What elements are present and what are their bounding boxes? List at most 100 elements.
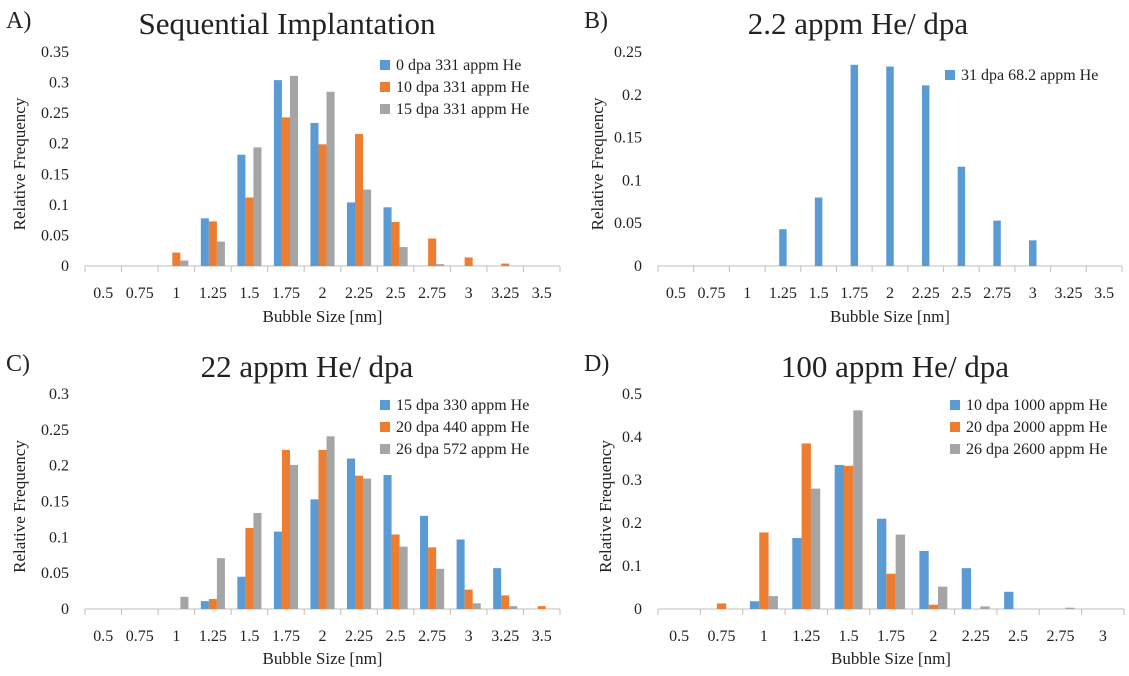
- x-tick-label: 0.75: [126, 628, 154, 645]
- bar: [464, 589, 473, 609]
- y-tick-label: 0.3: [49, 75, 69, 92]
- x-axis-label: Bubble Size [nm]: [263, 649, 383, 668]
- chart-2: B) 2.2 appm He/ dpa 0 0.05 0.1 0.15 0.2 0.25 0.5…: [584, 6, 1123, 326]
- legend-entry: 10 dpa 1000 appm He: [966, 397, 1107, 414]
- y-tick-label: 0.5: [622, 386, 642, 403]
- bar: [399, 546, 408, 609]
- bar: [383, 474, 392, 609]
- bar: [318, 144, 327, 266]
- y-tick-label: 0.15: [41, 494, 69, 511]
- y-axis-label: Relative Frequency: [10, 440, 29, 573]
- bar: [1004, 591, 1014, 609]
- y-tick-label: 0.2: [622, 87, 642, 104]
- bar: [273, 80, 282, 266]
- y-tick-label: 0: [634, 601, 642, 618]
- legend-swatch: [950, 444, 960, 454]
- bar: [886, 573, 896, 609]
- bar: [919, 550, 929, 609]
- legend-entry: 31 dpa 68.2 appm He: [961, 67, 1098, 84]
- x-tick-label: 3.25: [1054, 285, 1082, 302]
- bar: [436, 264, 445, 266]
- bar: [208, 221, 217, 266]
- bar: [493, 568, 502, 609]
- legend-entry: 10 dpa 331 appm He: [396, 79, 529, 96]
- bar: [318, 449, 327, 609]
- x-tick-label: 2.75: [983, 285, 1011, 302]
- bar: [886, 66, 894, 266]
- y-tick-label: 0.05: [41, 565, 69, 582]
- bar: [768, 596, 778, 609]
- legend-entry: 15 dpa 330 appm He: [396, 397, 529, 414]
- bar: [363, 189, 372, 266]
- x-axis-label: Bubble Size [nm]: [831, 649, 951, 668]
- x-tick-label: 1: [760, 628, 768, 645]
- bar: [245, 197, 254, 266]
- bar: [355, 133, 364, 266]
- bar: [208, 598, 217, 609]
- x-tick-label: 0.5: [669, 628, 689, 645]
- x-tick-label: 3.25: [491, 285, 519, 302]
- panel-letter: C): [6, 351, 30, 377]
- y-tick-label: 0.1: [622, 172, 642, 189]
- bar: [310, 122, 319, 266]
- bar: [326, 91, 335, 266]
- x-axis-label: Bubble Size [nm]: [263, 307, 383, 326]
- x-tick-label: 3.5: [1094, 285, 1114, 302]
- panel-letter: A): [6, 8, 31, 34]
- chart-title: 22 appm He/ dpa: [201, 349, 414, 384]
- x-tick-label: 2.5: [386, 628, 406, 645]
- legend-entry: 15 dpa 331 appm He: [396, 101, 529, 118]
- y-tick-label: 0: [61, 601, 69, 618]
- y-tick-label: 0.1: [622, 558, 642, 575]
- x-tick-label: 2.25: [912, 285, 940, 302]
- x-tick-label: 1.5: [809, 285, 829, 302]
- bar: [428, 547, 437, 609]
- chart-3: C) 22 appm He/ dpa 0 0.05 0.1 0.15 0.2 0.25 0.3 0…: [6, 349, 561, 668]
- bar: [749, 601, 760, 609]
- bar: [253, 147, 262, 266]
- bar: [289, 75, 299, 267]
- x-tick-label: 3: [1029, 285, 1037, 302]
- legend-entry: 20 dpa 2000 appm He: [966, 419, 1107, 436]
- legend-swatch: [950, 422, 960, 432]
- x-tick-label: 3.25: [491, 628, 519, 645]
- x-tick-label: 1.5: [239, 285, 259, 302]
- x-tick-label: 2.5: [386, 285, 406, 302]
- bar: [180, 596, 189, 609]
- y-tick-label: 0.3: [622, 472, 642, 489]
- bar: [938, 586, 948, 609]
- x-tick-label: 1.25: [792, 628, 820, 645]
- x-tick-label: 1: [172, 628, 180, 645]
- x-tick-label: 3: [465, 628, 473, 645]
- legend-swatch: [380, 422, 390, 432]
- y-tick-label: 0.25: [41, 422, 69, 439]
- x-tick-label: 1.25: [199, 628, 227, 645]
- x-tick-label: 1: [743, 285, 751, 302]
- y-tick-label: 0.35: [41, 44, 69, 61]
- y-tick-label: 0.15: [41, 166, 69, 183]
- chart-1: A) Sequential Implantation 0 0.05 0.1 0.15 0.2…: [6, 6, 561, 326]
- x-tick-label: 3.5: [532, 285, 552, 302]
- bar: [456, 539, 465, 609]
- y-tick-label: 0.05: [614, 215, 642, 232]
- chart-4: D) 100 appm He/ dpa 0 0.1 0.2 0.3 0.4 0.5 0.5 0.7…: [584, 349, 1125, 668]
- bar: [346, 458, 356, 609]
- bar: [216, 558, 225, 609]
- bar: [310, 499, 319, 609]
- x-tick-label: 0.5: [93, 285, 113, 302]
- legend-swatch: [945, 70, 955, 80]
- bar: [355, 475, 364, 609]
- x-tick-label: 2: [319, 285, 327, 302]
- y-tick-label: 0.1: [49, 197, 69, 214]
- bar: [363, 478, 372, 609]
- legend-swatch: [380, 60, 390, 70]
- x-axis-label: Bubble Size [nm]: [830, 307, 950, 326]
- chart-title: Sequential Implantation: [138, 6, 436, 41]
- y-tick-label: 0.2: [49, 458, 69, 475]
- bar: [245, 528, 254, 609]
- y-axis-label: Relative Frequency: [588, 97, 607, 230]
- y-tick-label: 0: [61, 258, 69, 275]
- x-tick-label: 3: [465, 285, 473, 302]
- bar: [834, 464, 844, 609]
- bar: [200, 218, 209, 266]
